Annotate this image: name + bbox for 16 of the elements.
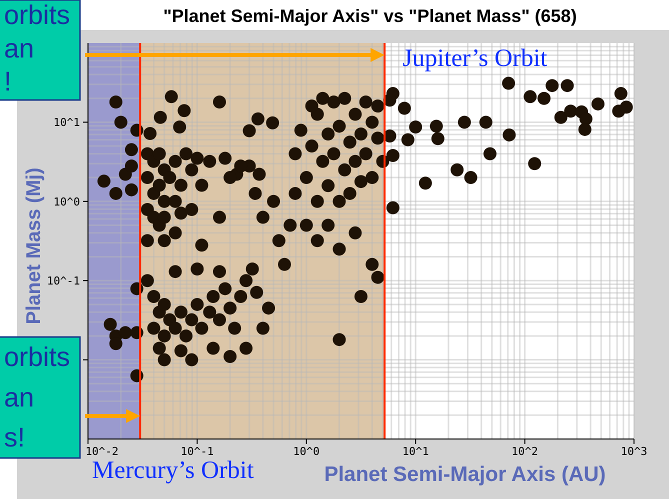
chart-title: "Planet Semi-Major Axis" vs "Planet Mass" (658) (163, 6, 577, 26)
x-tick-label: 10^1 (402, 445, 429, 458)
x-tick-label: 10^2 (512, 445, 538, 458)
text: orbits an s! (4, 342, 70, 453)
ref-line-label: Mercury’s Orbit (92, 457, 254, 484)
y-tick-label: 10^-1 (46, 274, 80, 288)
x-tick-label: 10^-1 (180, 445, 214, 458)
x-tick-label: 10^-2 (85, 445, 119, 458)
x-tick-label: 10^3 (620, 445, 648, 458)
x-tick-label: 10^0 (293, 445, 320, 458)
ref-line-label: Jupiter’s Orbit (402, 45, 548, 72)
y-axis-title: Planet Mass (Mj) (23, 168, 45, 324)
text: orbits an ! (4, 0, 70, 97)
y-tick-label: 10^0 (54, 195, 80, 208)
y-tick-label: 10^1 (54, 116, 80, 130)
x-axis-title: Planet Semi-Major Axis (AU) (324, 463, 606, 486)
